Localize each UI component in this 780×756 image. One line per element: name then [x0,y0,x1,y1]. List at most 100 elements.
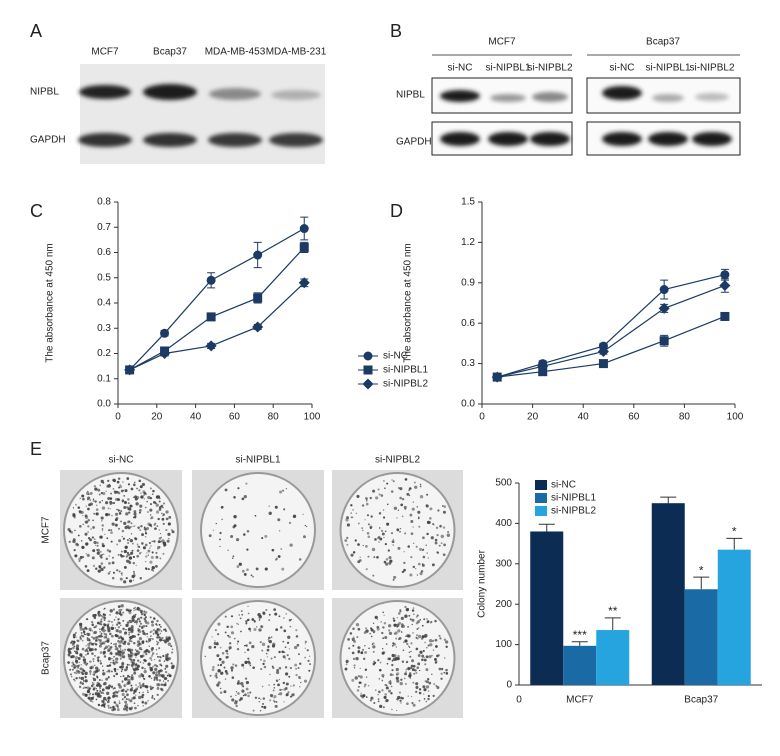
colony-dot [443,638,447,641]
colony-dot [421,624,424,627]
colony-dot [110,670,113,673]
colony-dot [240,681,244,685]
colony-dot [75,503,77,506]
colony-dot [279,688,282,691]
colony-dot [427,690,430,692]
colony-dot [415,682,419,686]
colony-dot [151,568,154,571]
colony-dot [256,626,258,628]
colony-dot [167,636,171,639]
colony-dot [445,645,448,648]
colony-dot [108,696,111,700]
colony-dot [139,485,143,489]
colony-dot [131,674,134,677]
colony-dot [427,644,430,647]
colony-dot [268,613,271,616]
colony-dot [411,659,415,663]
y-tick-label: 400 [495,518,512,529]
colony-dot [408,614,411,617]
colony-dot [412,565,416,569]
colony-dot [154,667,158,672]
colony-dot [290,618,293,621]
colony-dot [299,677,301,680]
colony-dot [272,666,275,670]
blot-b [431,54,741,156]
colony-dot [157,635,160,639]
colony-dot [396,625,399,628]
colony-dot [167,673,170,675]
colony-dot [91,630,93,632]
colony-dot [400,625,404,628]
colony-dot [118,685,122,689]
colony-dot [160,683,164,686]
colony-dot [161,517,165,521]
colony-dot [126,538,130,542]
colony-dot [138,511,141,514]
colony-dot [422,649,425,653]
colony-dot [374,615,378,620]
colony-dot [162,639,164,642]
colony-dot [415,685,419,689]
colony-dot [404,672,407,676]
colony-dot [151,655,153,657]
colony-dot [401,660,405,663]
colony-dot [110,685,114,689]
colony-dot [127,674,130,677]
colony-dot [91,623,95,627]
colony-dot [95,639,98,642]
colony-dot [370,627,373,630]
colony-dot [120,665,125,669]
colony-dot [85,542,89,546]
colony-dot [397,654,400,658]
colony-dot [157,540,161,544]
colony-dot [384,487,386,489]
colony-dot [150,620,154,624]
colony-dot [406,492,410,496]
colony-dot [439,637,442,640]
colony-dot [109,614,111,616]
marker [124,364,136,376]
colony-dot [117,683,121,687]
colony-dot [296,643,300,647]
colony-dot [100,618,103,621]
colony-dot [100,629,103,631]
colony-dot [120,554,124,558]
colony-dot [416,634,419,637]
colony-dot [372,622,375,624]
colony-dot [81,692,86,696]
colony-dot [377,693,379,696]
colony-dot [253,628,257,632]
colony-dot [434,538,438,542]
colony-dot [158,500,161,503]
colony-dot [155,503,159,507]
colony-dot [87,498,89,501]
colony-dot [95,698,98,701]
colony-dot [88,503,91,507]
colony-dot [95,512,99,516]
colony-dot [379,661,382,664]
colony-dot [133,484,136,487]
colony-dot [94,664,96,666]
colony-dot [144,619,147,623]
colony-dot [158,537,162,540]
colony-dot [264,567,268,571]
colony-dot [418,688,422,691]
colony-dot [406,607,410,611]
colony-dot [73,645,76,648]
colony-dot [121,689,125,693]
colony-dot [220,671,224,675]
colony-dot [97,622,100,625]
colony-dot [212,529,215,531]
colony-dot [71,661,74,664]
colony-dot [404,532,407,535]
column-label: si-NIPBL1 [235,455,280,466]
colony-dot [170,651,174,654]
colony-dot [288,648,291,650]
colony-dot [73,672,76,674]
colony-dot [143,498,145,500]
colony-dot [67,653,71,657]
colony-dot [96,656,100,660]
colony-dot [381,532,385,536]
colony-dot [129,688,133,692]
colony-dot [123,580,127,584]
